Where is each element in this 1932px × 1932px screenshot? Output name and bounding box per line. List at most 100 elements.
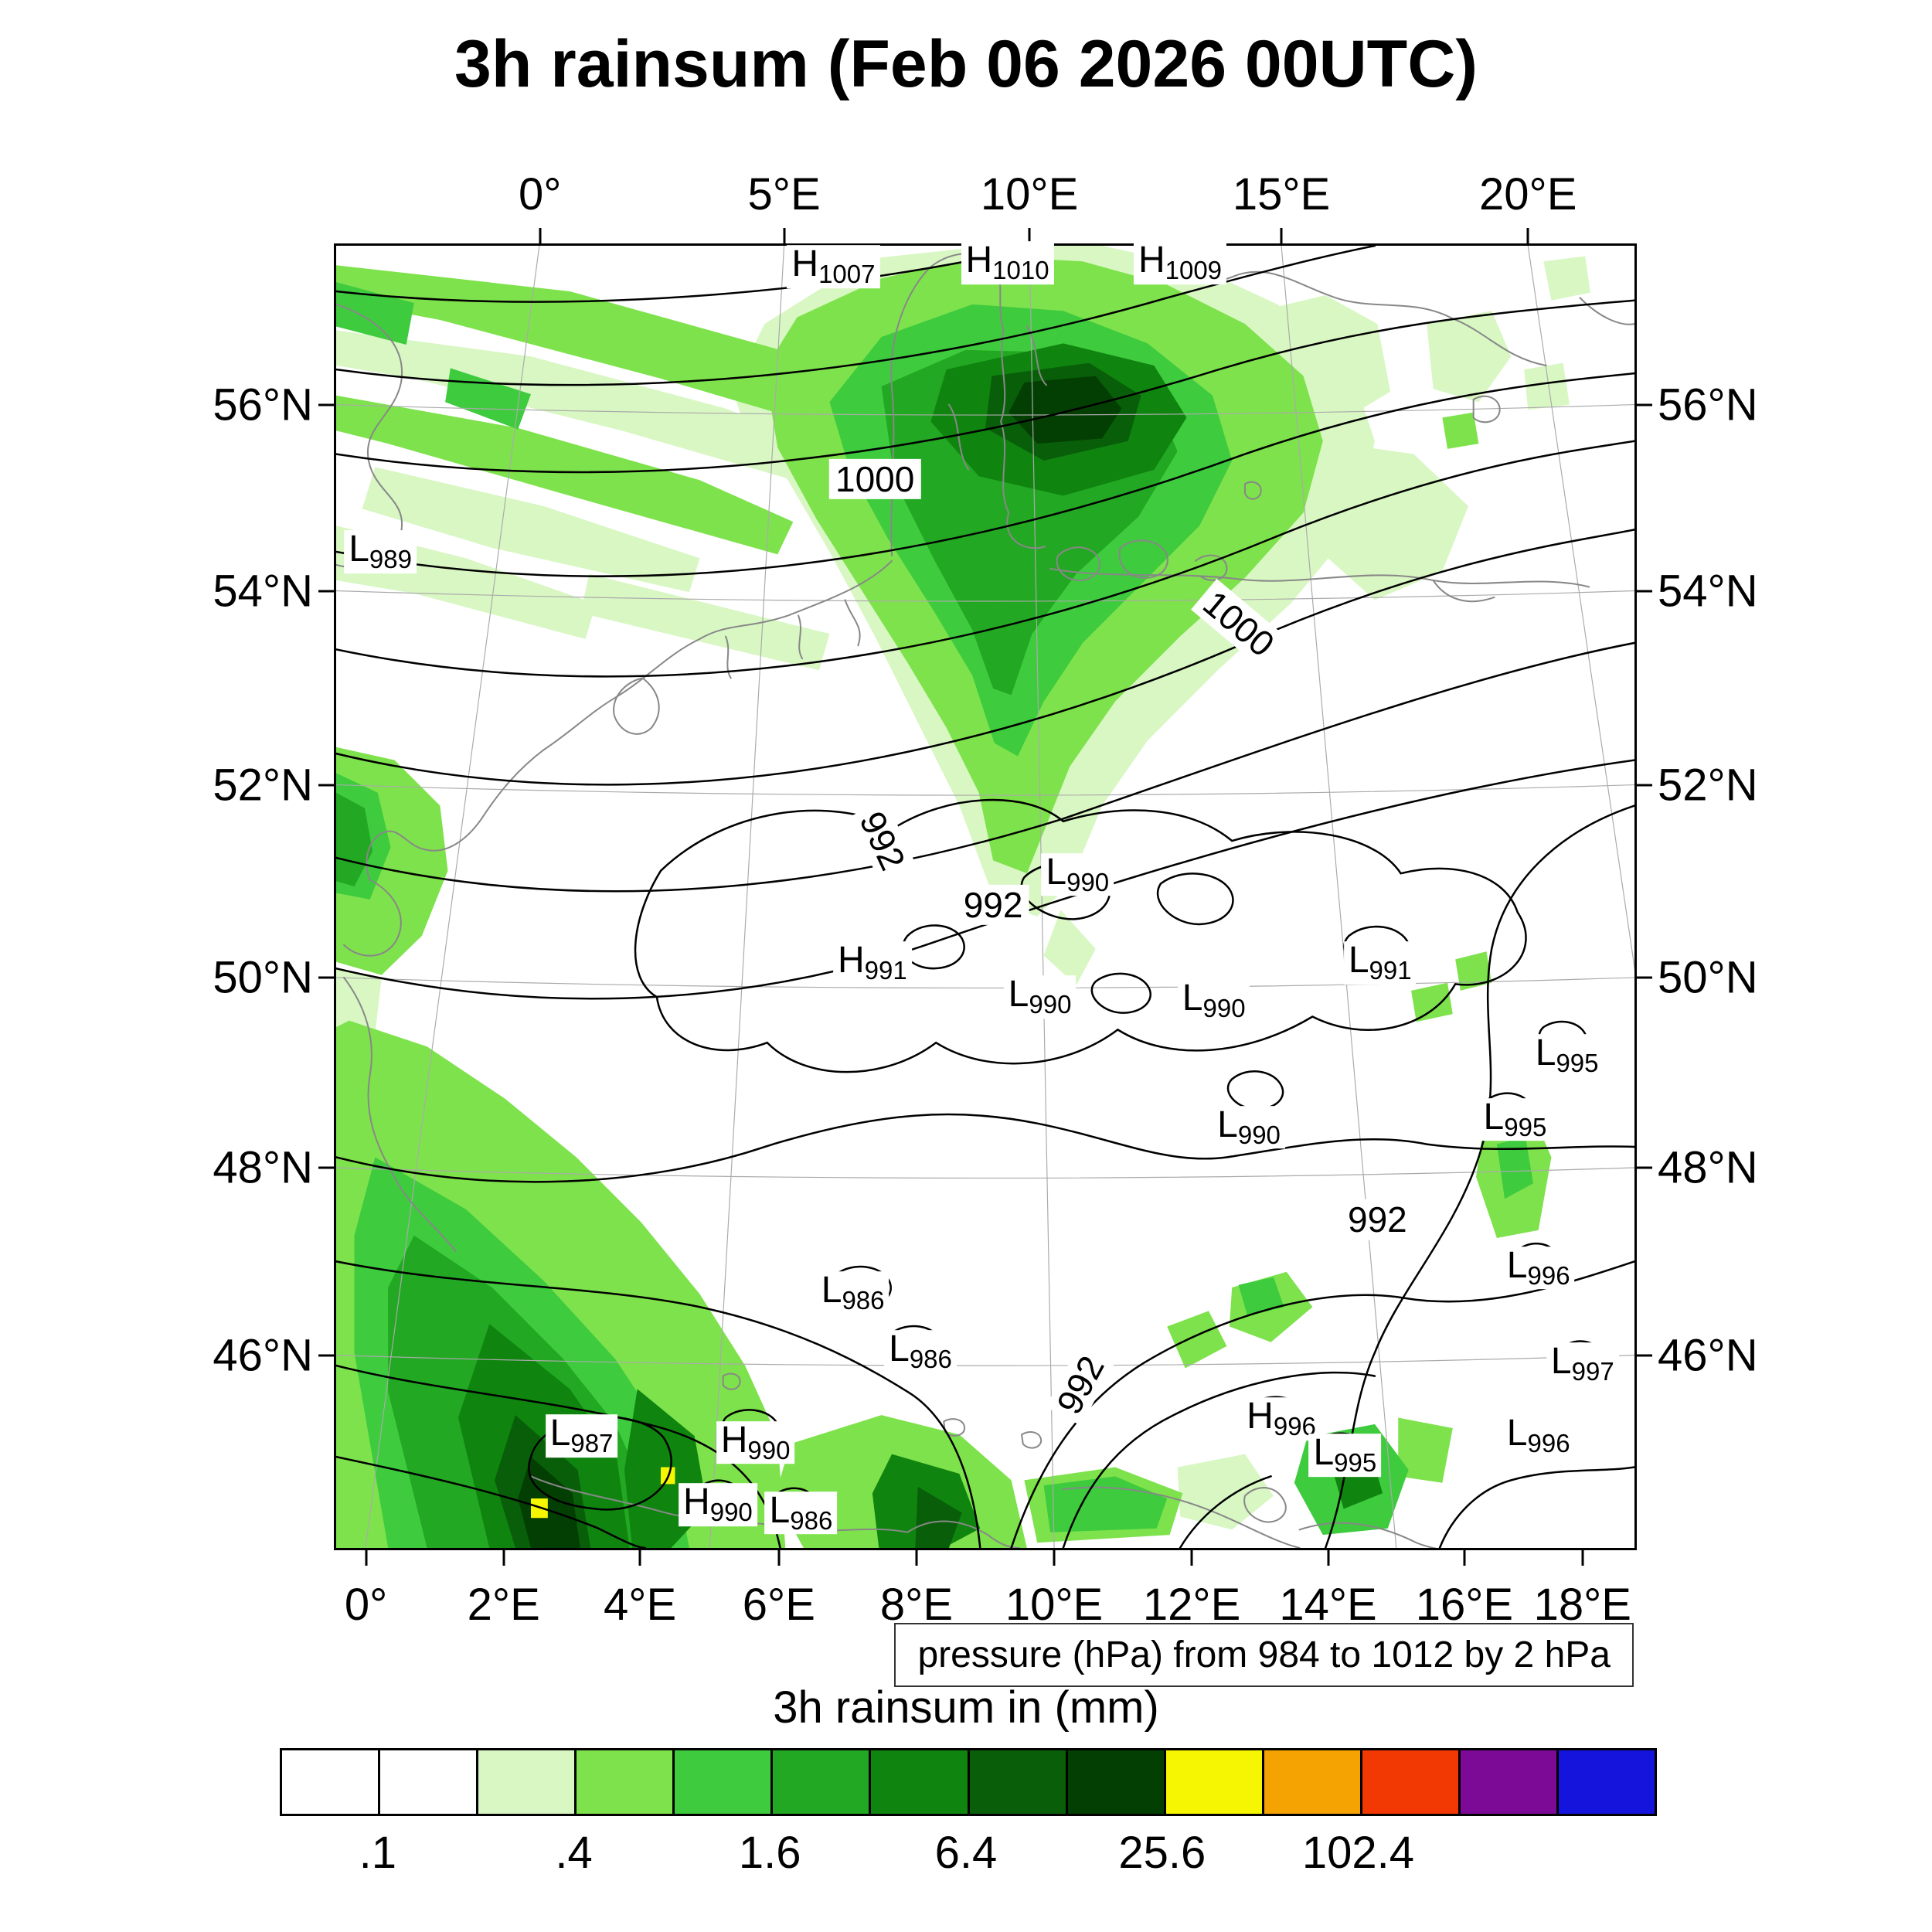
pressure-value: 990 bbox=[1066, 868, 1110, 897]
pressure-center-h1010: H1010 bbox=[961, 240, 1054, 284]
precipitation-fill-layer-shape bbox=[580, 573, 830, 671]
axis-tick-top bbox=[1280, 228, 1283, 243]
coastline-layer-shape bbox=[613, 677, 660, 735]
pressure-letter: H bbox=[1138, 240, 1165, 281]
isobar-layer-shape bbox=[1179, 1466, 1634, 1548]
precipitation-fill-layer-shape bbox=[1316, 440, 1468, 600]
pressure-letter: L bbox=[889, 1328, 910, 1369]
graticule-layer-shape bbox=[336, 403, 1634, 416]
axis-tick-bottom bbox=[777, 1550, 781, 1566]
precipitation-fill-layer-shape bbox=[336, 265, 897, 444]
pressure-value: 991 bbox=[1369, 956, 1412, 985]
axis-tick-left bbox=[318, 976, 334, 979]
colorbar-tick-label: 1.6 bbox=[738, 1828, 801, 1878]
colorbar-cell-13 bbox=[1556, 1750, 1655, 1814]
plot-title: 3h rainsum (Feb 06 2026 00UTC) bbox=[454, 27, 1478, 101]
axis-tick-bottom bbox=[1327, 1550, 1330, 1566]
pressure-value: 1007 bbox=[818, 260, 876, 289]
pressure-letter: L bbox=[769, 1489, 791, 1531]
axis-label-bottom: 14°E bbox=[1279, 1580, 1377, 1630]
axis-label-bottom: 4°E bbox=[604, 1580, 677, 1630]
colorbar-cell-2 bbox=[476, 1750, 575, 1814]
pressure-center-l986: L986 bbox=[884, 1328, 957, 1373]
pressure-center-h1009: H1009 bbox=[1133, 240, 1227, 284]
precipitation-fill-layer-shape bbox=[1455, 951, 1492, 991]
colorbar-cell-12 bbox=[1458, 1750, 1557, 1814]
precipitation-fill-layer-shape bbox=[336, 395, 794, 555]
pressure-letter: H bbox=[1247, 1396, 1274, 1437]
axis-label-right: 48°N bbox=[1658, 1142, 1758, 1193]
pressure-center-l991: L991 bbox=[1343, 941, 1417, 985]
precipitation-fill-layer-shape bbox=[915, 1486, 962, 1548]
isobar-layer-shape bbox=[336, 1260, 981, 1548]
pressure-value: 990 bbox=[747, 1435, 791, 1464]
pressure-letter: H bbox=[837, 940, 865, 981]
axis-tick-top bbox=[539, 228, 542, 243]
pressure-center-l986: L986 bbox=[816, 1269, 889, 1315]
pressure-letter: L bbox=[1550, 1341, 1572, 1383]
axis-tick-right bbox=[1637, 590, 1652, 593]
colorbar-cell-0 bbox=[282, 1750, 379, 1814]
precipitation-fill-layer-shape bbox=[445, 368, 531, 430]
axis-tick-bottom bbox=[915, 1550, 918, 1566]
pressure-center-h990: H990 bbox=[679, 1483, 757, 1527]
colorbar-cell-6 bbox=[869, 1750, 968, 1814]
precipitation-fill-layer-shape bbox=[336, 330, 843, 491]
axis-tick-right bbox=[1637, 976, 1652, 979]
axis-label-left: 46°N bbox=[213, 1330, 313, 1381]
isobar-layer-shape bbox=[336, 246, 1376, 386]
precipitation-fill-layer-shape bbox=[1043, 910, 1096, 986]
isobar-layer-shape bbox=[336, 1113, 1634, 1183]
graticule-layer bbox=[336, 246, 1634, 1548]
isobar-layer-shape bbox=[336, 440, 1634, 678]
coastline-layer-shape bbox=[343, 749, 545, 1252]
isobar-layer-shape bbox=[336, 529, 1634, 786]
pressure-letter: L bbox=[821, 1269, 842, 1311]
precipitation-fill-layer-shape bbox=[1177, 1454, 1274, 1530]
coastline-layer-shape bbox=[1049, 567, 1590, 603]
graticule-layer-shape bbox=[336, 1167, 1634, 1179]
colorbar-cell-7 bbox=[967, 1750, 1066, 1814]
colorbar-tick-label: 25.6 bbox=[1118, 1828, 1206, 1878]
axis-tick-right bbox=[1637, 403, 1652, 406]
pressure-letter: L bbox=[1506, 1413, 1528, 1454]
pressure-center-h1007: H1007 bbox=[787, 244, 880, 289]
axis-tick-left bbox=[318, 403, 334, 406]
colorbar bbox=[280, 1748, 1657, 1816]
colorbar-tick-label: .1 bbox=[359, 1828, 396, 1878]
precipitation-fill-layer-shape bbox=[518, 1457, 580, 1548]
precipitation-fill-layer-shape bbox=[1524, 362, 1570, 410]
axis-label-top: 10°E bbox=[980, 169, 1079, 219]
axis-tick-left bbox=[318, 784, 334, 787]
axis-label-right: 54°N bbox=[1658, 566, 1758, 617]
isobar-layer-shape bbox=[902, 862, 1284, 1111]
pressure-value: 990 bbox=[1029, 990, 1072, 1019]
axis-tick-left bbox=[318, 1166, 334, 1169]
pressure-center-l990: L990 bbox=[1177, 978, 1250, 1023]
axis-label-right: 56°N bbox=[1658, 379, 1758, 430]
axis-label-right: 46°N bbox=[1658, 1330, 1758, 1381]
pressure-center-l990: L990 bbox=[1213, 1105, 1285, 1149]
pressure-letter: L bbox=[1008, 974, 1029, 1015]
pressure-letter: H bbox=[965, 240, 993, 281]
pressure-center-h991: H991 bbox=[832, 940, 912, 985]
colorbar-title: 3h rainsum in (mm) bbox=[773, 1682, 1159, 1733]
isobar-label: 992 bbox=[957, 884, 1029, 925]
coastline-layer-shape bbox=[1062, 1486, 1437, 1548]
precipitation-fill-layer-shape bbox=[1427, 311, 1512, 403]
isobar-layer-shape bbox=[336, 759, 1634, 1000]
map-plot-area: 0° 5°E 10°E 15°E 20°E 0° 2°E 4°E 6°E 8°E 10°E 12°E 1… bbox=[213, 169, 1757, 1630]
pressure-value: 990 bbox=[1237, 1120, 1281, 1149]
axis-tick-bottom bbox=[1190, 1550, 1193, 1566]
pressure-letter: L bbox=[1182, 978, 1203, 1019]
pressure-value: 990 bbox=[1202, 994, 1246, 1023]
colorbar-cell-11 bbox=[1359, 1750, 1458, 1814]
precipitation-fill-layer-shape bbox=[1496, 1136, 1533, 1199]
pressure-center-l996: L996 bbox=[1502, 1246, 1575, 1290]
isobar-layer-shape bbox=[1062, 1371, 1376, 1548]
colorbar-tick-label: 102.4 bbox=[1301, 1828, 1414, 1878]
coastline-layer bbox=[336, 250, 1634, 1548]
colorbar-cell-1 bbox=[378, 1750, 477, 1814]
pressure-legend-note: pressure (hPa) from 984 to 1012 by 2 hPa bbox=[894, 1623, 1634, 1687]
axis-label-top: 0° bbox=[519, 169, 562, 219]
